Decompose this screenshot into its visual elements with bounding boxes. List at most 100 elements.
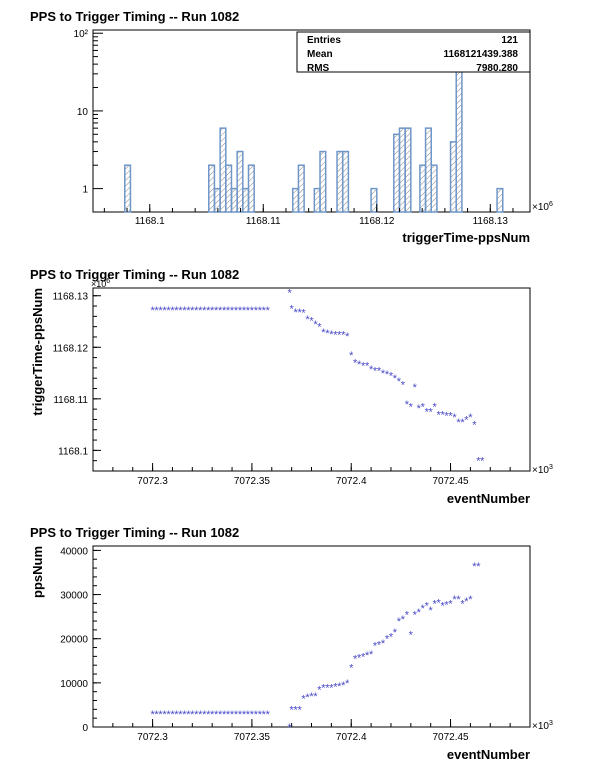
data-point: * bbox=[194, 305, 199, 317]
data-point: * bbox=[186, 305, 191, 317]
data-point: * bbox=[373, 365, 378, 377]
data-point: * bbox=[293, 307, 298, 319]
x-tick-label: 7072.4 bbox=[336, 476, 367, 487]
data-point: * bbox=[313, 319, 318, 331]
data-point: * bbox=[448, 410, 453, 422]
data-point: * bbox=[242, 709, 247, 721]
scatter-panel-trigger: PPS to Trigger Timing -- Run 1082 7072.3… bbox=[0, 258, 596, 516]
data-point: * bbox=[456, 417, 461, 429]
data-point: * bbox=[254, 305, 259, 317]
data-point: * bbox=[202, 709, 207, 721]
data-point: * bbox=[162, 709, 167, 721]
data-point: * bbox=[222, 305, 227, 317]
data-point: * bbox=[413, 382, 418, 394]
histogram-bar bbox=[297, 164, 305, 213]
data-point: * bbox=[425, 407, 430, 419]
data-point: * bbox=[393, 373, 398, 385]
x-tick-label: 1168.11 bbox=[246, 216, 281, 227]
data-point: * bbox=[345, 331, 350, 343]
histogram-bar bbox=[230, 187, 238, 213]
data-point: * bbox=[413, 609, 418, 621]
data-point: * bbox=[337, 681, 342, 693]
data-point: * bbox=[333, 329, 338, 341]
y-tick-label: 20000 bbox=[60, 635, 88, 646]
histogram-chart: 1168.1 1168.11 1168.12 1168.13 1 10 10² ×106 tri… bbox=[74, 29, 553, 245]
data-point: * bbox=[218, 709, 223, 721]
data-point: * bbox=[421, 603, 426, 615]
data-point: * bbox=[266, 709, 271, 721]
chart-title: PPS to Trigger Timing -- Run 1082 bbox=[30, 525, 240, 540]
histogram-bar bbox=[370, 187, 378, 213]
data-point: * bbox=[480, 456, 485, 468]
data-point: * bbox=[369, 364, 374, 376]
data-point: * bbox=[214, 305, 219, 317]
data-point: * bbox=[345, 678, 350, 690]
y-tick-label: 40000 bbox=[60, 546, 88, 557]
data-point: * bbox=[218, 305, 223, 317]
y-tick-label: 30000 bbox=[60, 591, 88, 602]
data-point: * bbox=[476, 561, 481, 573]
data-point: * bbox=[154, 305, 159, 317]
data-point: * bbox=[472, 561, 477, 573]
data-point: * bbox=[166, 709, 171, 721]
data-point: * bbox=[409, 402, 414, 414]
data-point: * bbox=[476, 456, 481, 468]
histogram-bar bbox=[208, 164, 216, 213]
data-point: * bbox=[288, 288, 293, 300]
data-point: * bbox=[373, 640, 378, 652]
data-point: * bbox=[301, 693, 306, 705]
chart-title: PPS to Trigger Timing -- Run 1082 bbox=[30, 9, 240, 24]
data-point: * bbox=[190, 709, 195, 721]
histogram-bar bbox=[455, 52, 463, 213]
data-point: * bbox=[353, 358, 358, 370]
data-point: * bbox=[210, 709, 215, 721]
data-point: * bbox=[210, 305, 215, 317]
data-point: * bbox=[238, 709, 243, 721]
data-point: * bbox=[238, 305, 243, 317]
data-point: * bbox=[361, 360, 366, 372]
data-point: * bbox=[158, 709, 163, 721]
y-tick-label: 0 bbox=[82, 723, 88, 734]
x-tick-label: 7072.4 bbox=[336, 732, 367, 743]
x-exponent-label: ×103 bbox=[532, 464, 553, 476]
histogram-bar bbox=[247, 164, 255, 213]
histogram-bar bbox=[398, 127, 406, 213]
data-point: * bbox=[234, 305, 239, 317]
data-point: * bbox=[305, 314, 310, 326]
data-point: * bbox=[198, 709, 203, 721]
data-point: * bbox=[417, 403, 422, 415]
data-point: * bbox=[246, 709, 251, 721]
histogram-panel: PPS to Trigger Timing -- Run 1082 1168.1… bbox=[0, 0, 596, 258]
data-point: * bbox=[337, 329, 342, 341]
data-point: * bbox=[452, 594, 457, 606]
data-point: * bbox=[385, 369, 390, 381]
histogram-bar bbox=[313, 187, 321, 213]
data-point: * bbox=[321, 327, 326, 339]
y-tick-label: 10² bbox=[74, 29, 89, 40]
data-point: * bbox=[381, 368, 386, 380]
data-point: * bbox=[309, 691, 314, 703]
data-point: * bbox=[389, 371, 394, 383]
data-point: * bbox=[258, 305, 263, 317]
x-axis-label: eventNumber bbox=[447, 491, 530, 506]
histogram-bar bbox=[225, 164, 233, 213]
chart-title: PPS to Trigger Timing -- Run 1082 bbox=[30, 267, 240, 282]
histogram-bar bbox=[292, 187, 300, 213]
stats-label: RMS bbox=[307, 63, 330, 74]
data-point: * bbox=[325, 682, 330, 694]
x-tick-label: 7072.45 bbox=[432, 732, 469, 743]
data-point: * bbox=[405, 399, 410, 411]
data-point: * bbox=[377, 365, 382, 377]
histogram-bar bbox=[341, 150, 350, 213]
histogram-bar bbox=[430, 164, 438, 213]
data-point: * bbox=[377, 639, 382, 651]
data-point: * bbox=[452, 412, 457, 424]
data-point: * bbox=[289, 704, 294, 716]
data-point: * bbox=[198, 305, 203, 317]
data-point: * bbox=[393, 627, 398, 639]
histogram-bar bbox=[393, 133, 401, 213]
data-point: * bbox=[341, 329, 346, 341]
data-point: * bbox=[397, 376, 402, 388]
data-point: * bbox=[397, 616, 402, 628]
data-point: * bbox=[313, 691, 318, 703]
